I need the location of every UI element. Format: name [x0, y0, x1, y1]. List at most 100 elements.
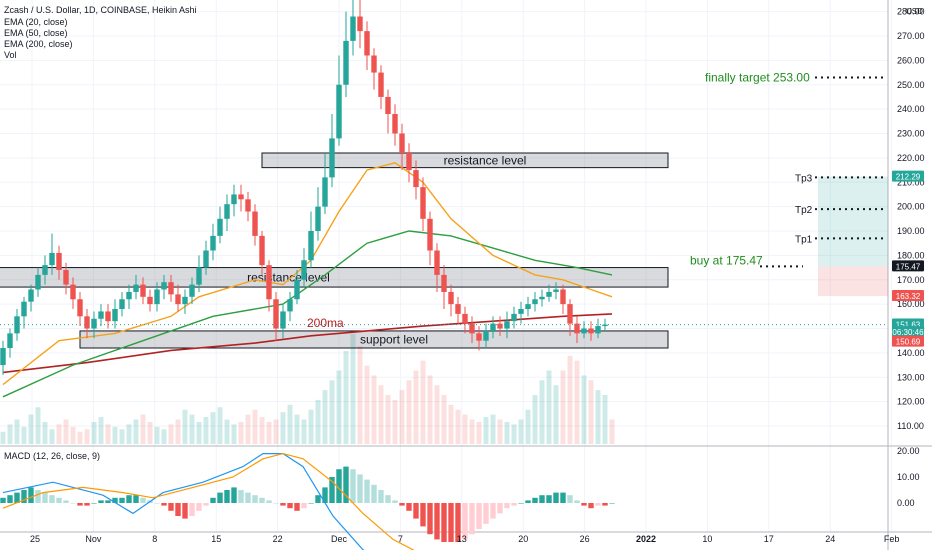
volume-bar	[476, 421, 482, 444]
candle-body	[49, 252, 55, 266]
candle-body	[476, 333, 482, 341]
volume-bar	[126, 424, 132, 444]
x-tick-label: 24	[825, 534, 835, 544]
candle-body	[140, 284, 146, 297]
macd-bar	[91, 503, 97, 504]
tp-label: Tp2	[795, 205, 813, 216]
volume-bar	[189, 414, 195, 444]
candle-body	[224, 204, 230, 219]
volume-bar	[490, 414, 496, 444]
candle-body	[406, 153, 412, 171]
candle-body	[581, 328, 587, 334]
volume-bar	[91, 421, 97, 444]
macd-tick-label: 20.00	[897, 446, 920, 456]
candle-body	[462, 313, 468, 324]
volume-bar	[133, 419, 139, 444]
volume-bar	[546, 370, 552, 444]
volume-bar	[525, 409, 531, 444]
y-tick-label: 260.00	[897, 55, 925, 65]
x-tick-label: 13	[457, 534, 467, 544]
macd-bar	[588, 503, 594, 509]
x-tick-label: 2022	[636, 534, 656, 544]
candle-body	[126, 291, 132, 300]
volume-bar	[147, 421, 153, 444]
x-tick-label: Feb	[884, 534, 900, 544]
candle-body	[490, 323, 496, 331]
candle-body	[441, 274, 447, 292]
volume-bar	[518, 419, 524, 444]
macd-bar	[364, 479, 370, 503]
volume-bar	[413, 370, 419, 444]
volume-bar	[280, 412, 286, 444]
volume-bar	[595, 390, 601, 444]
volume-bar	[399, 390, 405, 444]
volume-bar	[154, 426, 160, 444]
macd-bar	[343, 466, 349, 503]
candle-body	[574, 323, 580, 334]
candle-body	[518, 309, 524, 314]
volume-bar	[7, 424, 13, 444]
volume-bar	[448, 404, 454, 444]
volume-bar	[98, 417, 104, 444]
macd-bar	[406, 503, 412, 511]
volume-bars	[0, 333, 615, 444]
y-tick-label: 190.00	[897, 226, 925, 236]
macd-bar	[287, 503, 293, 509]
x-tick-label: Dec	[331, 534, 348, 544]
macd-bar	[217, 492, 223, 503]
x-tick-label: Nov	[85, 534, 102, 544]
x-tick-label: 25	[30, 534, 40, 544]
volume-bar	[336, 370, 342, 444]
macd-bar	[112, 497, 118, 503]
candle-body	[119, 299, 125, 309]
candle-body	[77, 299, 83, 317]
candle-body	[371, 55, 377, 73]
x-tick-label: 22	[273, 534, 283, 544]
macd-histogram	[0, 466, 615, 542]
macd-bar	[462, 503, 468, 540]
macd-bar	[133, 495, 139, 503]
y-tick-label: 270.00	[897, 31, 925, 41]
candle-body	[448, 291, 454, 305]
candle-body	[567, 304, 573, 324]
macd-bar	[231, 487, 237, 503]
volume-bar	[581, 375, 587, 444]
macd-bar	[378, 490, 384, 503]
macd-bar	[189, 503, 195, 516]
macd-bar	[224, 490, 230, 503]
candle-body	[217, 218, 223, 236]
candles	[0, 0, 608, 375]
volume-bar	[329, 380, 335, 444]
level-label: support level	[360, 332, 428, 346]
volume-bar	[21, 426, 27, 444]
candle-body	[196, 267, 202, 285]
macd-bar	[77, 503, 83, 506]
candle-body	[147, 296, 153, 305]
macd-bar	[420, 503, 426, 527]
volume-bar	[266, 421, 272, 444]
macd-bar	[448, 503, 454, 542]
level-zone	[0, 267, 669, 288]
macd-bar	[294, 503, 300, 511]
macd-bar	[119, 497, 125, 503]
volume-bar	[371, 375, 377, 444]
ema200-line	[2, 313, 613, 374]
ema50-line	[2, 230, 613, 398]
candle-body	[231, 194, 237, 205]
price-badge-label: 06:30:46	[892, 328, 924, 337]
candle-body	[56, 252, 62, 270]
macd-bar	[434, 503, 440, 540]
x-tick-label: 17	[764, 534, 774, 544]
y-tick-label: 110.00	[897, 421, 924, 431]
volume-bar	[301, 419, 307, 444]
volume-bar	[462, 414, 468, 444]
volume-bar	[175, 419, 181, 444]
candle-body	[539, 296, 545, 300]
candle-body	[588, 328, 594, 334]
volume-bar	[406, 380, 412, 444]
y-tick-label: 250.00	[897, 80, 925, 90]
volume-bar	[385, 395, 391, 444]
macd-bar	[266, 500, 272, 503]
